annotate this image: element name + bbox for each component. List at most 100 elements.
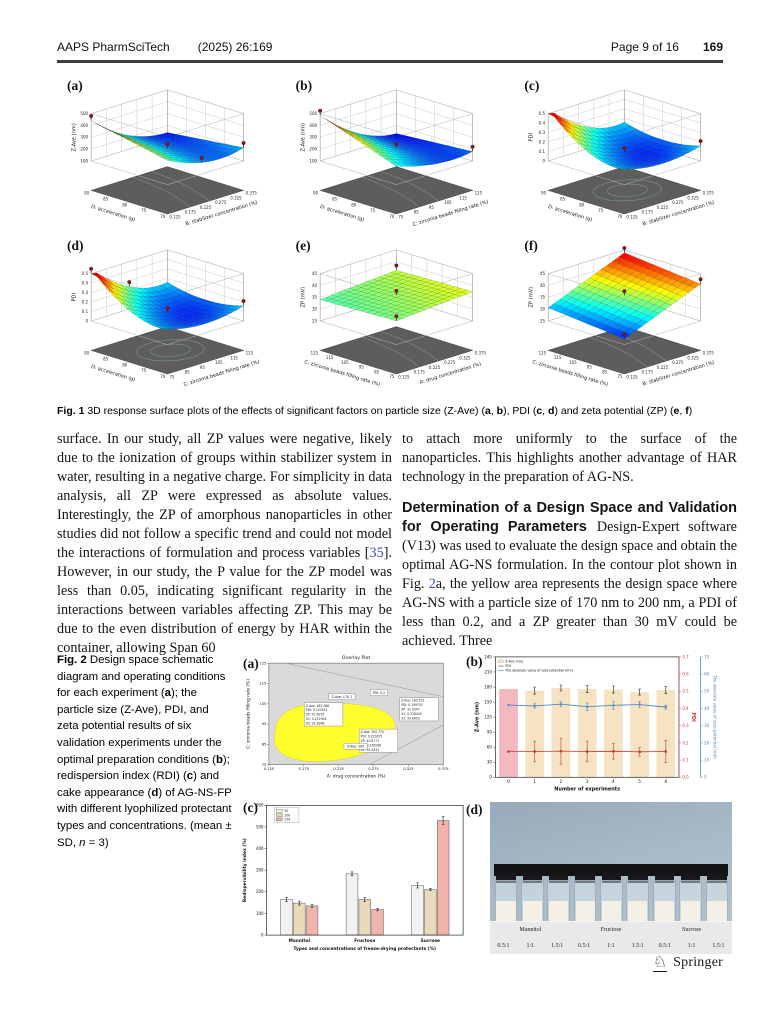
body-paragraph-right: to attach more uniformly to the surface … xyxy=(402,431,737,485)
svg-text:70: 70 xyxy=(704,654,710,659)
vial-cap xyxy=(496,872,516,884)
svg-text:Redispersibility index (%): Redispersibility index (%) xyxy=(242,838,248,902)
vial-cap xyxy=(601,872,622,884)
svg-text:90: 90 xyxy=(84,350,89,355)
svg-text:X1: 0.328449: X1: 0.328449 xyxy=(401,712,422,716)
svg-text:85: 85 xyxy=(560,196,565,201)
svg-text:75: 75 xyxy=(262,763,267,767)
svg-text:95: 95 xyxy=(358,364,363,369)
vial xyxy=(679,879,702,923)
cake-photo: Mannitol Fructose Sucrose 0.5:1 1:1 1.5:1 0.5:… xyxy=(490,802,732,954)
svg-text:300: 300 xyxy=(256,868,264,873)
svg-text:105: 105 xyxy=(341,359,349,364)
lyophilized-cake xyxy=(628,901,648,921)
svg-text:ZP: 41.0347: ZP: 41.0347 xyxy=(401,708,419,712)
panel-label-d: (d) xyxy=(67,237,84,253)
svg-text:Z-Ave (nm): Z-Ave (nm) xyxy=(475,702,481,733)
svg-text:115: 115 xyxy=(459,195,467,200)
svg-text:PDI: PDI xyxy=(505,664,510,668)
fig1-panel-f: (f) 45 40 35 30 25 125 115 105 95 85 75 0.125 0.175 0… xyxy=(509,234,738,394)
svg-text:Mannitol: Mannitol xyxy=(289,938,311,944)
svg-text:300: 300 xyxy=(80,135,88,140)
fig1-panel-c: (c) 0.5 0.4 0.3 0.2 0.1 0 90 85 80 75 70 0.125 0.175… xyxy=(509,74,738,234)
lyophilized-cake xyxy=(549,901,569,921)
fig2-caption: Fig. 2 Design space schematic diagram an… xyxy=(57,654,232,849)
svg-text:0: 0 xyxy=(543,158,546,163)
svg-text:60: 60 xyxy=(704,671,710,676)
svg-text:0: 0 xyxy=(507,779,510,784)
svg-text:85: 85 xyxy=(103,196,108,201)
svg-text:Z-Ave: 200.774: Z-Ave: 200.774 xyxy=(361,730,384,734)
svg-text:Overlay Plot: Overlay Plot xyxy=(342,655,371,661)
svg-text:0.3: 0.3 xyxy=(682,723,689,728)
svg-text:75: 75 xyxy=(389,374,394,379)
svg-text:10: 10 xyxy=(704,757,710,762)
header-right: Page 9 of 16 169 xyxy=(611,40,723,54)
svg-text:0.275: 0.275 xyxy=(368,767,378,771)
svg-text:Sucrose: Sucrose xyxy=(421,938,440,944)
svg-text:6: 6 xyxy=(664,779,667,784)
lyophilized-cake xyxy=(707,901,727,921)
panel-label-2b: (b) xyxy=(466,654,483,669)
panel-label-c: (c) xyxy=(524,78,540,93)
svg-text:0.325: 0.325 xyxy=(688,195,700,200)
svg-text:Z-Ave (nm): Z-Ave (nm) xyxy=(300,123,306,152)
ratio-label-row: 0.5:1 1:1 1.5:1 0.5:1 1:1 1.5:1 0.5:1 1:1 1.5:1 xyxy=(490,938,732,954)
ratio-label: 1.5:1 xyxy=(631,943,644,950)
svg-text:0.125: 0.125 xyxy=(398,374,410,379)
surface-plot-f: 45 40 35 30 25 125 115 105 95 85 75 0.1250.1750.225… xyxy=(529,245,716,388)
svg-text:75: 75 xyxy=(370,208,375,213)
svg-text:0.125: 0.125 xyxy=(627,214,639,219)
svg-text:0.3: 0.3 xyxy=(539,130,546,135)
vial-cap xyxy=(654,872,674,884)
svg-text:The absolute value of zeta pot: The absolute value of zeta potential (mV… xyxy=(712,674,717,759)
svg-text:75: 75 xyxy=(398,214,403,219)
panel-label-2a: (a) xyxy=(243,656,259,671)
surface-plot-c: 0.5 0.4 0.3 0.2 0.1 0 90 85 80 75 70 0.1250.1750.22… xyxy=(529,89,716,227)
svg-text:0.2: 0.2 xyxy=(82,299,89,304)
fig1-panel-d: (d) 0.5 0.4 0.3 0.2 0.1 0 90 85 80 75 70 75 85 95 105 1… xyxy=(52,234,281,394)
surface-plot-b: 500 400 300 200 100 90 85 80 75 70 75 85 95 105 115 125… xyxy=(300,89,489,228)
svg-text:500: 500 xyxy=(309,111,317,116)
citation-link[interactable]: 35 xyxy=(369,545,384,561)
surface-plot-a: 500 400 300 200 100 90 85 80 75 70 0.125 0.1750.225… xyxy=(72,89,258,227)
svg-text:0.175: 0.175 xyxy=(185,210,197,215)
springer-knight-icon: ♘ xyxy=(652,952,668,972)
svg-text:0.375: 0.375 xyxy=(703,191,715,196)
svg-text:Z-Ave: 182.386: Z-Ave: 182.386 xyxy=(306,704,329,708)
svg-text:40: 40 xyxy=(704,706,710,711)
citation-link[interactable]: 2 xyxy=(428,576,436,592)
ratio-label: 0.5:1 xyxy=(497,943,510,950)
svg-text:35: 35 xyxy=(312,294,318,299)
svg-text:75: 75 xyxy=(169,374,174,379)
vial-cap xyxy=(680,872,701,884)
svg-text:150: 150 xyxy=(484,699,492,704)
svg-text:210: 210 xyxy=(484,669,492,674)
svg-text:95: 95 xyxy=(262,722,267,726)
photo-label-strip: Mannitol Fructose Sucrose 0.5:1 1:1 1.5:1 0.5:… xyxy=(490,921,732,954)
svg-text:100: 100 xyxy=(256,911,264,916)
svg-text:0.4: 0.4 xyxy=(82,280,89,285)
svg-text:240: 240 xyxy=(484,654,492,659)
svg-text:100: 100 xyxy=(309,158,317,163)
svg-text:D: acceleration (g): D: acceleration (g) xyxy=(90,204,136,223)
svg-text:0.325: 0.325 xyxy=(403,767,413,771)
svg-text:2: 2 xyxy=(560,779,563,784)
svg-text:0.225: 0.225 xyxy=(333,767,343,771)
svg-text:50: 50 xyxy=(284,809,288,813)
lyophilized-cake xyxy=(654,901,674,921)
svg-text:70: 70 xyxy=(389,214,394,219)
svg-text:Number of experiments: Number of experiments xyxy=(554,787,620,793)
svg-text:0.6: 0.6 xyxy=(682,671,689,676)
page-header: AAPS PharmSciTech (2025) 26:169 Page 9 o… xyxy=(57,40,723,54)
vial-cap xyxy=(707,872,727,884)
svg-text:400: 400 xyxy=(80,123,88,128)
vial xyxy=(626,879,650,923)
protectant-group-label: Sucrose xyxy=(682,927,702,934)
svg-text:200: 200 xyxy=(80,146,88,151)
svg-text:ZP: 41.6353: ZP: 41.6353 xyxy=(306,713,324,717)
lyophilized-cake xyxy=(575,901,595,921)
svg-text:Z-Ave (nm): Z-Ave (nm) xyxy=(72,123,78,151)
svg-text:0.175: 0.175 xyxy=(413,369,425,374)
svg-text:0.1: 0.1 xyxy=(82,308,89,313)
